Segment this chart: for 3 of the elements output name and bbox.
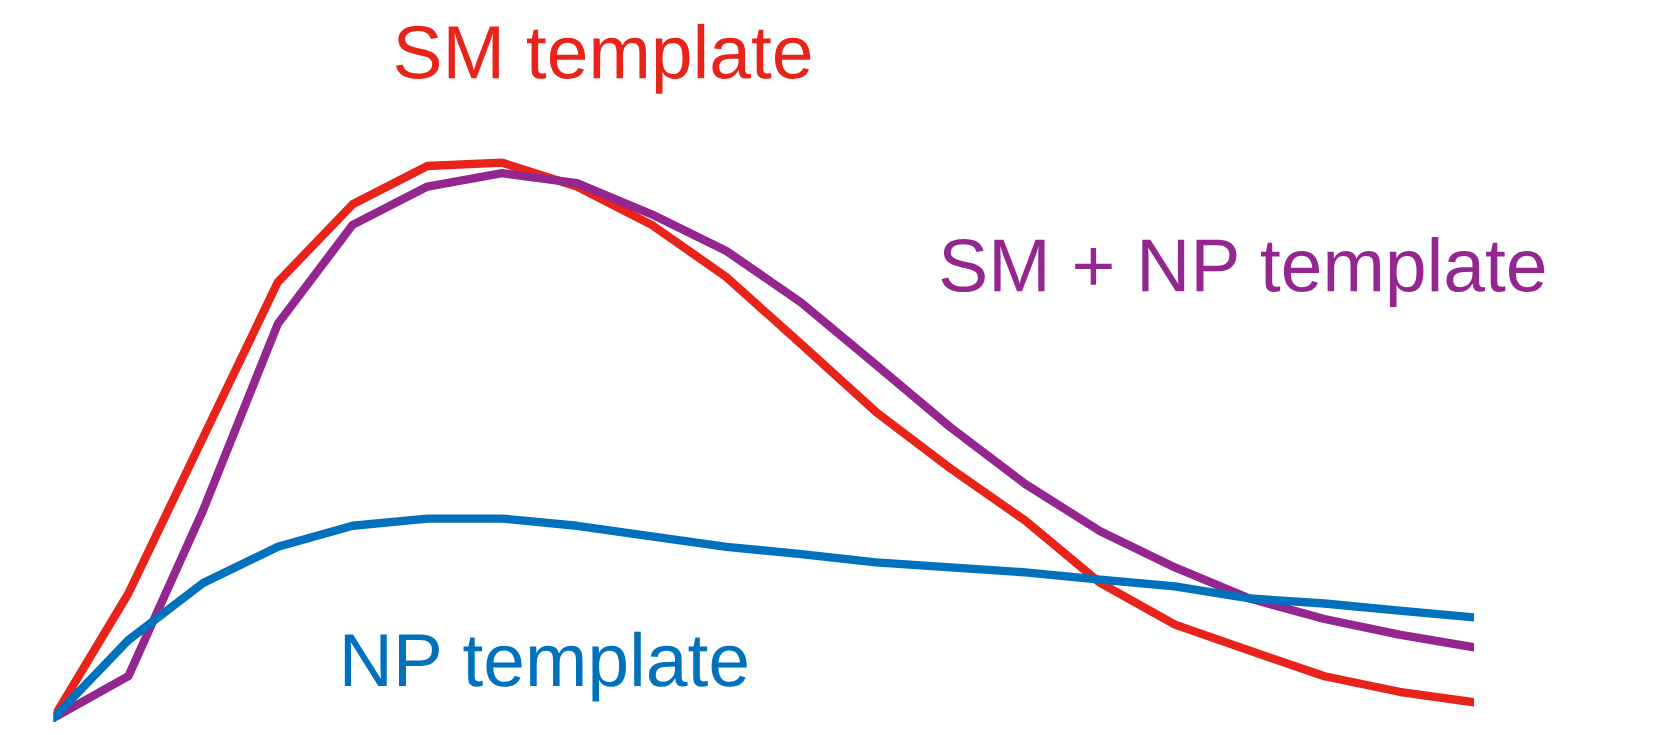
series-label: SM + NP template [941, 236, 1545, 307]
series-label: NP template [344, 631, 747, 702]
series-label: SM template [395, 23, 811, 94]
